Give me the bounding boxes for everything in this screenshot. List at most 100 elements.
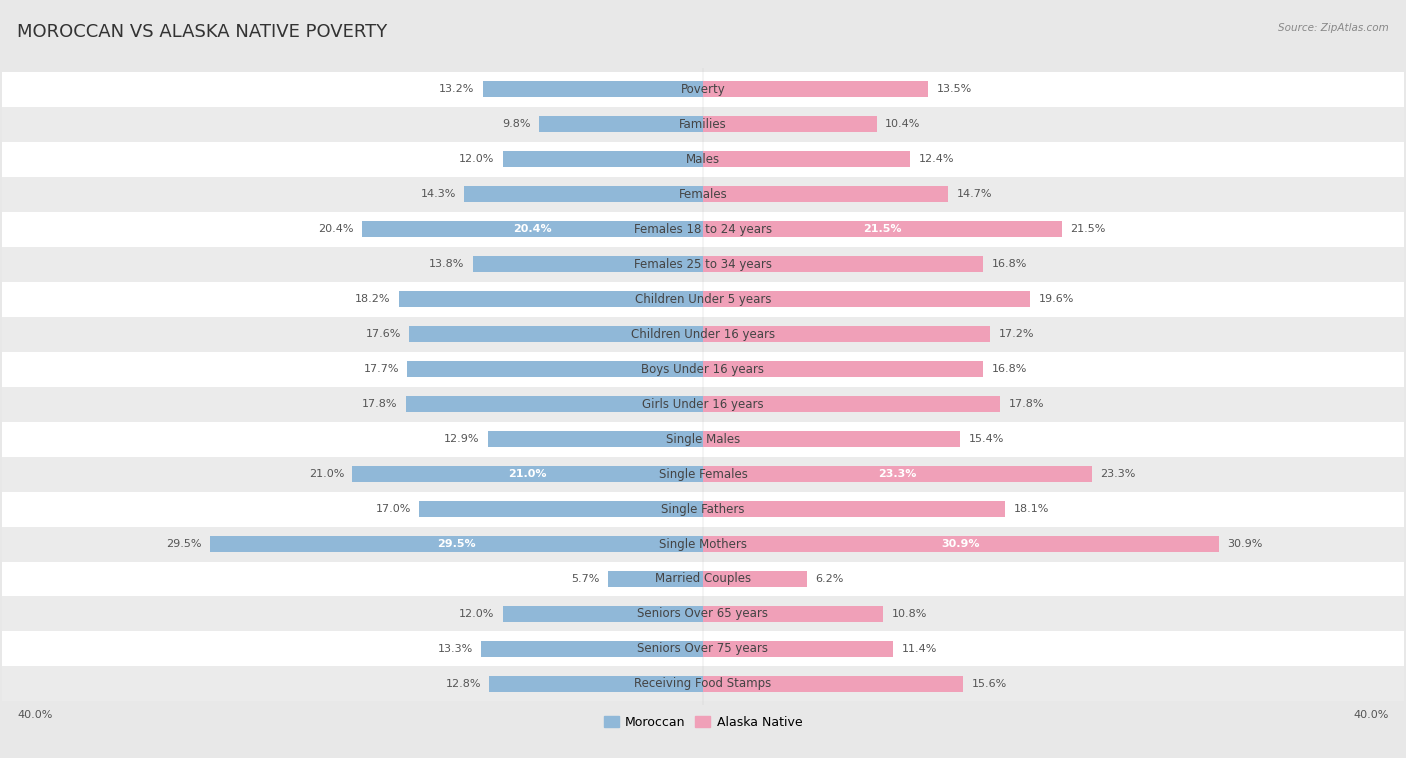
Text: Boys Under 16 years: Boys Under 16 years — [641, 362, 765, 375]
Text: 6.2%: 6.2% — [815, 574, 844, 584]
Text: 19.6%: 19.6% — [1039, 294, 1074, 304]
Text: Females: Females — [679, 188, 727, 201]
Bar — [703, 221, 1062, 237]
Bar — [1, 72, 1405, 107]
Bar — [363, 221, 703, 237]
Text: 21.0%: 21.0% — [309, 469, 344, 479]
Text: 30.9%: 30.9% — [1227, 539, 1263, 549]
Text: Seniors Over 75 years: Seniors Over 75 years — [637, 643, 769, 656]
Text: Girls Under 16 years: Girls Under 16 years — [643, 398, 763, 411]
Text: 30.9%: 30.9% — [942, 539, 980, 549]
Text: 18.2%: 18.2% — [356, 294, 391, 304]
Text: 17.8%: 17.8% — [1008, 399, 1045, 409]
Text: 10.8%: 10.8% — [891, 609, 927, 619]
Bar — [399, 291, 703, 307]
Bar — [481, 641, 703, 657]
Bar — [502, 152, 703, 167]
Bar — [703, 641, 893, 657]
Text: 20.4%: 20.4% — [319, 224, 354, 234]
Bar — [502, 606, 703, 622]
Bar — [703, 291, 1031, 307]
Text: Poverty: Poverty — [681, 83, 725, 96]
Text: 17.8%: 17.8% — [361, 399, 398, 409]
Bar — [464, 186, 703, 202]
Bar — [1, 107, 1405, 142]
Text: 21.5%: 21.5% — [1070, 224, 1105, 234]
Bar — [703, 152, 910, 167]
Text: 16.8%: 16.8% — [991, 259, 1028, 269]
Bar — [1, 421, 1405, 456]
Bar — [211, 536, 703, 552]
Bar — [472, 256, 703, 272]
Text: Females 18 to 24 years: Females 18 to 24 years — [634, 223, 772, 236]
Bar — [540, 116, 703, 132]
Bar — [419, 501, 703, 517]
Bar — [703, 466, 1092, 482]
Text: Children Under 5 years: Children Under 5 years — [634, 293, 772, 305]
Text: 13.2%: 13.2% — [439, 84, 474, 94]
Bar — [703, 571, 807, 587]
Bar — [1, 246, 1405, 282]
Text: Children Under 16 years: Children Under 16 years — [631, 327, 775, 340]
Text: 15.6%: 15.6% — [972, 679, 1007, 689]
Bar — [703, 186, 949, 202]
Bar — [703, 326, 990, 342]
Text: 20.4%: 20.4% — [513, 224, 553, 234]
Bar — [482, 81, 703, 97]
Bar — [1, 456, 1405, 491]
Text: 21.0%: 21.0% — [509, 469, 547, 479]
Bar — [703, 501, 1005, 517]
Text: 29.5%: 29.5% — [437, 539, 477, 549]
Text: 12.0%: 12.0% — [458, 154, 495, 164]
Bar — [1, 317, 1405, 352]
Text: MOROCCAN VS ALASKA NATIVE POVERTY: MOROCCAN VS ALASKA NATIVE POVERTY — [17, 23, 387, 41]
Text: 18.1%: 18.1% — [1014, 504, 1049, 514]
Bar — [1, 282, 1405, 317]
Text: 12.4%: 12.4% — [918, 154, 953, 164]
Text: 17.7%: 17.7% — [364, 364, 399, 374]
Bar — [1, 177, 1405, 211]
Text: 21.5%: 21.5% — [863, 224, 901, 234]
Bar — [1, 142, 1405, 177]
Text: 9.8%: 9.8% — [502, 119, 531, 129]
Text: 12.0%: 12.0% — [458, 609, 495, 619]
Text: 10.4%: 10.4% — [884, 119, 921, 129]
Text: 5.7%: 5.7% — [571, 574, 599, 584]
Text: Families: Families — [679, 117, 727, 130]
Bar — [703, 362, 983, 377]
Bar — [1, 387, 1405, 421]
Text: 13.5%: 13.5% — [936, 84, 972, 94]
Bar — [1, 631, 1405, 666]
Text: 13.8%: 13.8% — [429, 259, 464, 269]
Text: 13.3%: 13.3% — [437, 644, 472, 654]
Text: Single Males: Single Males — [666, 433, 740, 446]
Bar — [406, 396, 703, 412]
Bar — [607, 571, 703, 587]
Bar — [703, 676, 963, 692]
Bar — [703, 81, 928, 97]
Bar — [408, 362, 703, 377]
Text: 29.5%: 29.5% — [167, 539, 202, 549]
Text: Single Females: Single Females — [658, 468, 748, 481]
Bar — [353, 466, 703, 482]
Bar — [1, 597, 1405, 631]
Text: 16.8%: 16.8% — [991, 364, 1028, 374]
Bar — [703, 116, 877, 132]
Text: Single Fathers: Single Fathers — [661, 503, 745, 515]
Text: Seniors Over 65 years: Seniors Over 65 years — [637, 607, 769, 621]
Bar — [1, 666, 1405, 701]
Text: Single Mothers: Single Mothers — [659, 537, 747, 550]
Bar — [489, 676, 703, 692]
Text: Source: ZipAtlas.com: Source: ZipAtlas.com — [1278, 23, 1389, 33]
Text: 17.6%: 17.6% — [366, 329, 401, 339]
Text: 14.7%: 14.7% — [956, 190, 993, 199]
Text: 23.3%: 23.3% — [879, 469, 917, 479]
Bar — [1, 527, 1405, 562]
Bar — [1, 352, 1405, 387]
Text: Married Couples: Married Couples — [655, 572, 751, 585]
Bar — [1, 562, 1405, 597]
Bar — [1, 491, 1405, 527]
Text: 12.8%: 12.8% — [446, 679, 481, 689]
Bar — [703, 396, 1000, 412]
Bar — [703, 536, 1219, 552]
